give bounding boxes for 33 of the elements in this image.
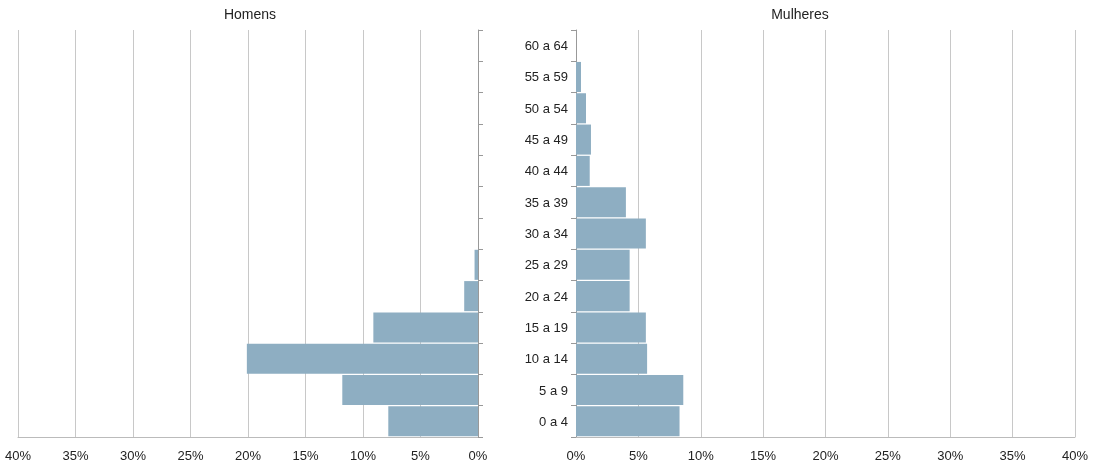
x-tick-label: 15% [750, 448, 777, 463]
y-tick-label: 35 a 39 [524, 194, 568, 210]
y-tick-label: 20 a 24 [524, 288, 568, 304]
x-tick-label: 35% [999, 448, 1027, 463]
x-tick-label: 20% [812, 448, 839, 463]
y-tick-label: 55 a 59 [524, 69, 568, 85]
x-tick-label: 25% [874, 448, 902, 463]
x-tick-label: 0% [468, 448, 488, 463]
y-tick-label: 0 a 4 [539, 413, 568, 429]
chart-title: Homens [223, 6, 277, 22]
x-tick-label: 5% [411, 448, 431, 463]
x-tick-label: 30% [937, 448, 964, 463]
y-tick-label: 40 a 44 [524, 163, 568, 179]
y-tick-label: 25 a 29 [524, 257, 568, 273]
x-tick-label: 30% [119, 448, 147, 463]
y-tick-label: 60 a 64 [524, 38, 568, 54]
x-tick-label: 5% [628, 448, 649, 463]
x-tick-label: 0% [566, 448, 586, 463]
y-tick-label: 5 a 9 [539, 382, 568, 398]
y-tick-label: 45 a 49 [524, 132, 568, 148]
x-tick-label: 10% [349, 448, 377, 463]
x-tick-label: 15% [292, 448, 319, 463]
x-tick-label: 40% [4, 448, 32, 463]
y-tick-label: 30 a 34 [524, 226, 568, 241]
x-tick-label: 10% [687, 448, 715, 463]
y-tick-label: 10 a 14 [524, 351, 568, 367]
y-tick-label: 50 a 54 [524, 100, 568, 116]
x-tick-label: 40% [1061, 448, 1089, 463]
x-tick-label: 35% [62, 448, 89, 463]
x-tick-label: 25% [177, 448, 204, 463]
x-tick-label: 20% [234, 448, 262, 463]
chart-title: Mulheres [771, 6, 829, 22]
y-tick-label: 15 a 19 [524, 319, 568, 335]
